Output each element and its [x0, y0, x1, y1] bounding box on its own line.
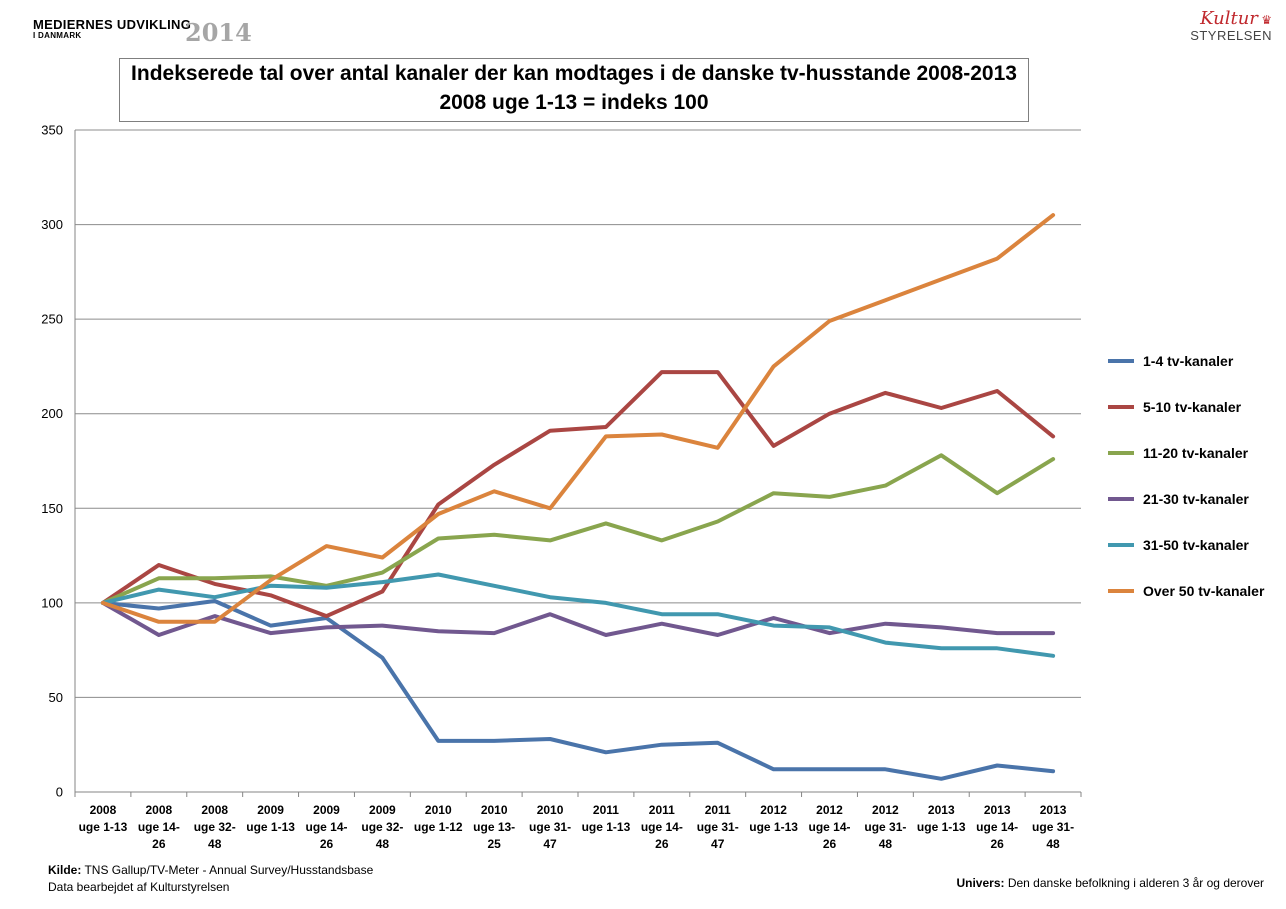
x-tick-label: 2008 uge 1-13: [79, 803, 128, 834]
legend-swatch: [1108, 451, 1134, 455]
y-tick-label: 100: [41, 595, 63, 610]
x-tick-label: 2008 uge 14-26: [138, 803, 180, 851]
legend-swatch: [1108, 543, 1134, 547]
series-line: [100, 213, 1056, 624]
legend-swatch: [1108, 359, 1134, 363]
legend-item: 11-20 tv-kanaler: [1108, 430, 1264, 476]
x-tick-label: 2012 uge 31-48: [864, 803, 906, 851]
x-tick-label: 2009 uge 1-13: [246, 803, 295, 834]
series-line: [100, 453, 1056, 605]
source-label: Kilde:: [48, 863, 82, 877]
brand-year: 2014: [185, 18, 252, 47]
legend-swatch: [1108, 405, 1134, 409]
source-text: TNS Gallup/TV-Meter - Annual Survey/Huss…: [81, 863, 374, 877]
legend-label: 5-10 tv-kanaler: [1143, 399, 1242, 415]
legend-label: 11-20 tv-kanaler: [1143, 445, 1249, 461]
y-tick-label: 0: [56, 785, 63, 800]
legend-swatch: [1108, 589, 1134, 593]
y-tick-label: 200: [41, 406, 63, 421]
x-tick-label: 2011 uge 31-47: [697, 803, 739, 851]
x-tick-label: 2013 uge 14-26: [976, 803, 1018, 851]
series-line: [100, 600, 1056, 637]
x-tick-label: 2009 uge 14-26: [305, 803, 347, 851]
chart-subtitle: 2008 uge 1-13 = indeks 100: [439, 91, 709, 114]
legend-item: Over 50 tv-kanaler: [1108, 568, 1264, 614]
legend-swatch: [1108, 497, 1134, 501]
x-tick-label: 2013 uge 31-48: [1032, 803, 1074, 851]
logo-script: Kultur: [1200, 8, 1258, 29]
crown-icon: ♛: [1257, 13, 1272, 27]
source-note: Kilde: TNS Gallup/TV-Meter - Annual Surv…: [48, 862, 373, 896]
legend-item: 1-4 tv-kanaler: [1108, 338, 1264, 384]
chart-legend: 1-4 tv-kanaler 5-10 tv-kanaler 11-20 tv-ka…: [1108, 338, 1264, 614]
x-tick-label: 2011 uge 14-26: [641, 803, 683, 851]
univers-label: Univers:: [956, 876, 1005, 890]
logo-wordmark: STYRELSEN: [1190, 28, 1272, 43]
x-tick-label: 2008 uge 32-48: [194, 803, 236, 851]
series-line: [100, 599, 1056, 781]
x-tick-label: 2010 uge 1-12: [414, 803, 463, 834]
legend-label: Over 50 tv-kanaler: [1143, 583, 1265, 599]
brand-subtitle: I DANMARK: [33, 31, 82, 40]
brand-title: MEDIERNES UDVIKLING: [33, 17, 192, 32]
processed-note: Data bearbejdet af Kulturstyrelsen: [48, 880, 230, 894]
legend-item: 31-50 tv-kanaler: [1108, 522, 1264, 568]
legend-item: 21-30 tv-kanaler: [1108, 476, 1264, 522]
x-tick-label: 2011 uge 1-13: [582, 803, 631, 834]
brand: MEDIERNES UDVIKLING I DANMARK 2014: [33, 17, 252, 47]
y-tick-label: 50: [49, 690, 63, 705]
legend-item: 5-10 tv-kanaler: [1108, 384, 1264, 430]
legend-label: 31-50 tv-kanaler: [1143, 537, 1249, 553]
y-tick-label: 250: [41, 312, 63, 327]
x-tick-label: 2009 uge 32-48: [361, 803, 403, 851]
y-tick-label: 300: [41, 217, 63, 232]
kulturstyrelsen-logo: Kultur ♛ STYRELSEN: [1190, 10, 1272, 43]
chart-title: Indekserede tal over antal kanaler der k…: [131, 62, 1017, 85]
x-tick-label: 2010 uge 13-25: [473, 803, 515, 851]
univers-note: Univers: Den danske befolkning i alderen…: [956, 876, 1264, 890]
x-tick-label: 2012 uge 1-13: [749, 803, 798, 834]
legend-label: 21-30 tv-kanaler: [1143, 491, 1249, 507]
univers-text: Den danske befolkning i alderen 3 år og …: [1004, 876, 1264, 890]
chart-title-box: Indekserede tal over antal kanaler der k…: [119, 58, 1029, 122]
x-tick-label: 2010 uge 31-47: [529, 803, 571, 851]
x-tick-label: 2013 uge 1-13: [917, 803, 966, 834]
series-line: [100, 370, 1056, 619]
y-tick-label: 350: [41, 123, 63, 138]
legend-label: 1-4 tv-kanaler: [1143, 353, 1234, 369]
x-tick-label: 2012 uge 14-26: [808, 803, 850, 851]
y-tick-label: 150: [41, 501, 63, 516]
